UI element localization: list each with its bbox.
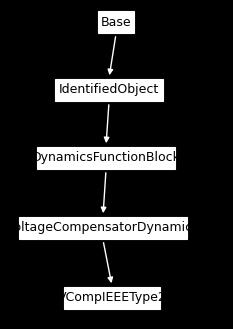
FancyBboxPatch shape bbox=[19, 217, 187, 239]
FancyBboxPatch shape bbox=[55, 79, 163, 101]
FancyBboxPatch shape bbox=[37, 147, 175, 169]
Text: Base: Base bbox=[101, 15, 131, 29]
FancyBboxPatch shape bbox=[64, 287, 160, 309]
FancyBboxPatch shape bbox=[98, 11, 134, 33]
Text: VoltageCompensatorDynamics: VoltageCompensatorDynamics bbox=[7, 221, 199, 235]
Text: IdentifiedObject: IdentifiedObject bbox=[59, 84, 159, 96]
Text: VCompIEEEType2: VCompIEEEType2 bbox=[58, 291, 166, 305]
Text: DynamicsFunctionBlock: DynamicsFunctionBlock bbox=[31, 151, 180, 164]
